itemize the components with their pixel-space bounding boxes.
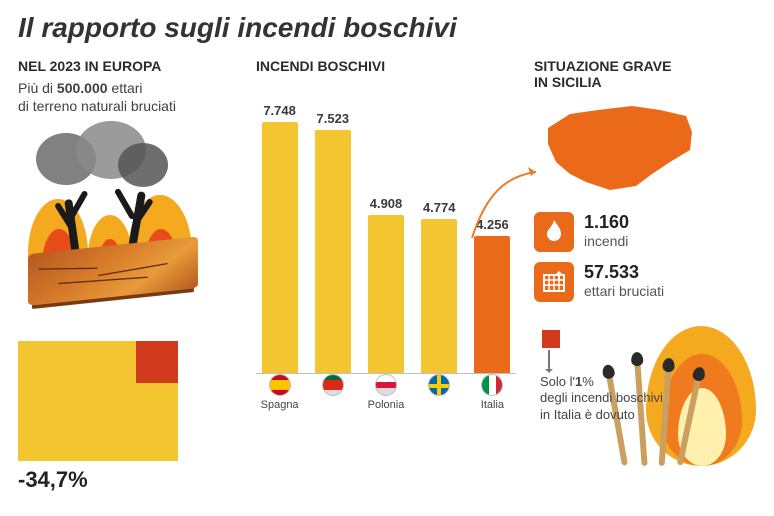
note-red-square bbox=[542, 330, 560, 348]
bar-pl: 4.908 bbox=[362, 196, 409, 375]
bar-chart: 7.748 7.523 4.908 4.774 4.256 Spagna Polonia I… bbox=[256, 84, 516, 414]
wildfire-illustration bbox=[18, 125, 218, 325]
bar-rect bbox=[262, 122, 298, 374]
country-label: Spagna bbox=[261, 399, 299, 411]
col-chart: INCENDI BOSCHIVI 7.748 7.523 4.908 4.774 4.2… bbox=[256, 58, 516, 508]
ground-crack bbox=[58, 277, 148, 285]
bars-container: 7.7487.5234.9084.7744.256 bbox=[256, 114, 516, 374]
sicily-subhead: SITUAZIONE GRAVE IN SICILIA bbox=[534, 58, 756, 90]
flag-es-icon bbox=[269, 374, 291, 396]
flame-icon bbox=[534, 212, 574, 252]
note-text: Solo l'1% degli incendi boschivi in Ital… bbox=[540, 374, 670, 423]
bar-se: 4.774 bbox=[416, 200, 463, 374]
note-rest: degli incendi boschivi in Italia è dovut… bbox=[540, 390, 663, 421]
burnt-branch bbox=[114, 188, 136, 220]
bar-value-label: 4.256 bbox=[476, 217, 509, 232]
page-title: Il rapporto sugli incendi boschivi bbox=[18, 12, 756, 44]
col-europe: NEL 2023 IN EUROPA Più di 500.000 ettari… bbox=[18, 58, 238, 508]
bar-value-label: 7.748 bbox=[263, 103, 296, 118]
flag-cell-pt bbox=[309, 374, 356, 414]
flag-it-icon bbox=[481, 374, 503, 396]
infographic-page: Il rapporto sugli incendi boschivi NEL 2… bbox=[0, 0, 774, 516]
europe-subhead: NEL 2023 IN EUROPA bbox=[18, 58, 238, 74]
columns: NEL 2023 IN EUROPA Più di 500.000 ettari… bbox=[18, 58, 756, 508]
col-sicily: SITUAZIONE GRAVE IN SICILIA 1.160 incend… bbox=[534, 58, 756, 508]
reduction-pct: -34,7% bbox=[18, 467, 238, 493]
reduction-red bbox=[136, 341, 178, 383]
bar-value-label: 7.523 bbox=[317, 111, 350, 126]
sicily-sub2: IN SICILIA bbox=[534, 74, 602, 90]
bar-rect bbox=[368, 215, 404, 375]
ground-crack bbox=[38, 268, 98, 270]
lead-suffix1: ettari bbox=[108, 80, 143, 96]
flag-pl-icon bbox=[375, 374, 397, 396]
stat-area-num: 57.533 bbox=[584, 262, 664, 283]
europe-lead: Più di 500.000 ettari di terreno natural… bbox=[18, 80, 238, 115]
flag-se-icon bbox=[428, 374, 450, 396]
bar-rect bbox=[421, 219, 457, 374]
bar-value-label: 4.908 bbox=[370, 196, 403, 211]
note-pct: % bbox=[582, 374, 594, 389]
country-label: Italia bbox=[481, 399, 504, 411]
ground-crack bbox=[98, 263, 168, 276]
smoke-cloud bbox=[118, 143, 168, 187]
stat-area-label: ettari bruciati bbox=[584, 283, 664, 299]
flags-row: Spagna Polonia Italia bbox=[256, 374, 516, 414]
flag-cell-se bbox=[416, 374, 463, 414]
flag-cell-pl: Polonia bbox=[362, 374, 409, 414]
sicily-sub1: SITUAZIONE GRAVE bbox=[534, 58, 671, 74]
country-label: Polonia bbox=[368, 399, 405, 411]
stat-fires-text: 1.160 incendi bbox=[584, 212, 629, 249]
stat-fires-label: incendi bbox=[584, 233, 629, 249]
area-icon bbox=[534, 262, 574, 302]
lead-bold: 500.000 bbox=[57, 80, 108, 96]
reduction-square bbox=[18, 341, 178, 461]
sicily-map bbox=[540, 100, 700, 200]
note-arrow-icon bbox=[548, 350, 550, 372]
bar-pt: 7.523 bbox=[309, 111, 356, 374]
stat-fires: 1.160 incendi bbox=[534, 212, 756, 252]
stat-area-text: 57.533 ettari bruciati bbox=[584, 262, 664, 299]
stat-area: 57.533 ettari bruciati bbox=[534, 262, 756, 302]
flag-cell-es: Spagna bbox=[256, 374, 303, 414]
note-prefix: Solo l' bbox=[540, 374, 575, 389]
bar-rect bbox=[474, 236, 510, 374]
bar-es: 7.748 bbox=[256, 103, 303, 374]
matches-illustration: Solo l'1% degli incendi boschivi in Ital… bbox=[534, 316, 756, 466]
match-head bbox=[631, 352, 644, 367]
bar-value-label: 4.774 bbox=[423, 200, 456, 215]
lead-prefix: Più di bbox=[18, 80, 57, 96]
title-text: Il rapporto sugli incendi boschivi bbox=[18, 12, 457, 43]
stat-fires-num: 1.160 bbox=[584, 212, 629, 233]
bar-it: 4.256 bbox=[469, 217, 516, 374]
lead-line2: di terreno naturali bruciati bbox=[18, 98, 176, 114]
bar-rect bbox=[315, 130, 351, 374]
flag-cell-it: Italia bbox=[469, 374, 516, 414]
chart-subhead: INCENDI BOSCHIVI bbox=[256, 58, 516, 74]
flag-pt-icon bbox=[322, 374, 344, 396]
